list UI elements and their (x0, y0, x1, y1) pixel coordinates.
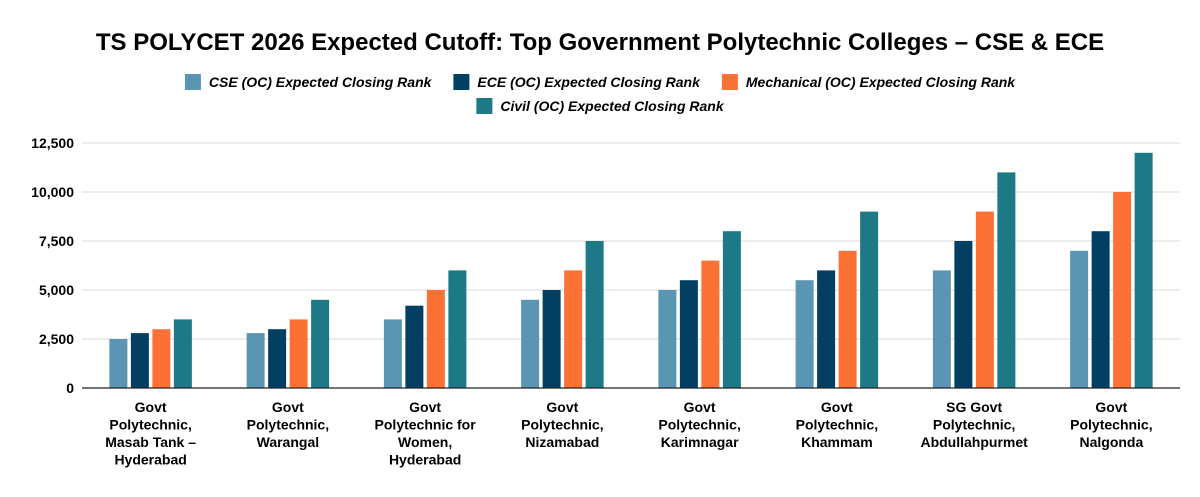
legend-label: Mechanical (OC) Expected Closing Rank (746, 74, 1016, 90)
legend-label: Civil (OC) Expected Closing Rank (500, 98, 724, 114)
y-tick-label: 5,000 (39, 282, 74, 298)
bar (130, 333, 149, 388)
x-tick-label: Govt Polytechnic, Warangal (247, 399, 329, 450)
bar (701, 260, 720, 388)
bar (173, 319, 192, 388)
bar (448, 270, 467, 388)
bar (954, 241, 973, 388)
bar (817, 270, 836, 388)
bar (268, 329, 287, 388)
bar (658, 290, 677, 388)
gridlines (82, 142, 1180, 340)
legend-swatch (476, 98, 493, 114)
chart-title: TS POLYCET 2026 Expected Cutoff: Top Gov… (96, 29, 1104, 56)
bar (289, 319, 308, 388)
legend-swatch (721, 74, 738, 90)
bar (997, 172, 1016, 388)
bar (860, 211, 879, 388)
bar (975, 211, 994, 388)
y-tick-label: 2,500 (39, 331, 74, 347)
y-tick-label: 0 (66, 380, 74, 396)
y-tick-label: 10,000 (31, 184, 74, 200)
x-tick-label: SG Govt Polytechnic, Abdullahpurmet (920, 399, 1028, 450)
x-tick-label: Govt Polytechnic for Women, Hyderabad (375, 399, 477, 468)
bar (1070, 250, 1089, 388)
bar (426, 290, 445, 388)
y-tick-label: 7,500 (39, 233, 74, 249)
bar (109, 339, 128, 388)
bar (1091, 231, 1110, 388)
x-tick-label: Govt Polytechnic, Nalgonda (1070, 399, 1152, 450)
legend-label: CSE (OC) Expected Closing Rank (209, 74, 433, 90)
y-axis-ticks: 0 2,500 5,000 7,500 10,000 12,500 (31, 135, 74, 396)
x-tick-label: Govt Polytechnic, Masab Tank – Hyderabad (105, 399, 196, 468)
bars (109, 152, 1153, 388)
legend-swatch (184, 74, 201, 90)
bar (246, 333, 265, 388)
x-axis-categories: Govt Polytechnic, Masab Tank – Hyderabad Gov… (105, 399, 1152, 468)
legend-label: ECE (OC) Expected Closing Rank (477, 74, 701, 90)
bar (932, 270, 951, 388)
legend-item: ECE (OC) Expected Closing Rank (453, 74, 701, 90)
bar (521, 299, 540, 388)
bar (542, 290, 561, 388)
x-tick-label: Govt Polytechnic, Nizamabad (521, 399, 603, 450)
bar (405, 305, 424, 388)
legend-item: CSE (OC) Expected Closing Rank (184, 74, 433, 90)
legend-swatch (453, 74, 470, 90)
bar (1134, 152, 1153, 388)
legend-item: Mechanical (OC) Expected Closing Rank (721, 74, 1016, 90)
legend: CSE (OC) Expected Closing Rank ECE (OC) E… (184, 74, 1016, 114)
bar (152, 329, 171, 388)
bar (795, 280, 814, 388)
bar (311, 299, 330, 388)
bar (585, 241, 604, 388)
bar (679, 280, 698, 388)
y-tick-label: 12,500 (31, 135, 74, 151)
legend-item: Civil (OC) Expected Closing Rank (476, 98, 725, 114)
x-tick-label: Govt Polytechnic, Khammam (796, 399, 878, 450)
bar (564, 270, 583, 388)
bar (838, 250, 857, 388)
bar (722, 231, 741, 388)
x-tick-label: Govt Polytechnic, Karimnagar (658, 399, 740, 450)
bar (1113, 192, 1132, 388)
bar (383, 319, 402, 388)
